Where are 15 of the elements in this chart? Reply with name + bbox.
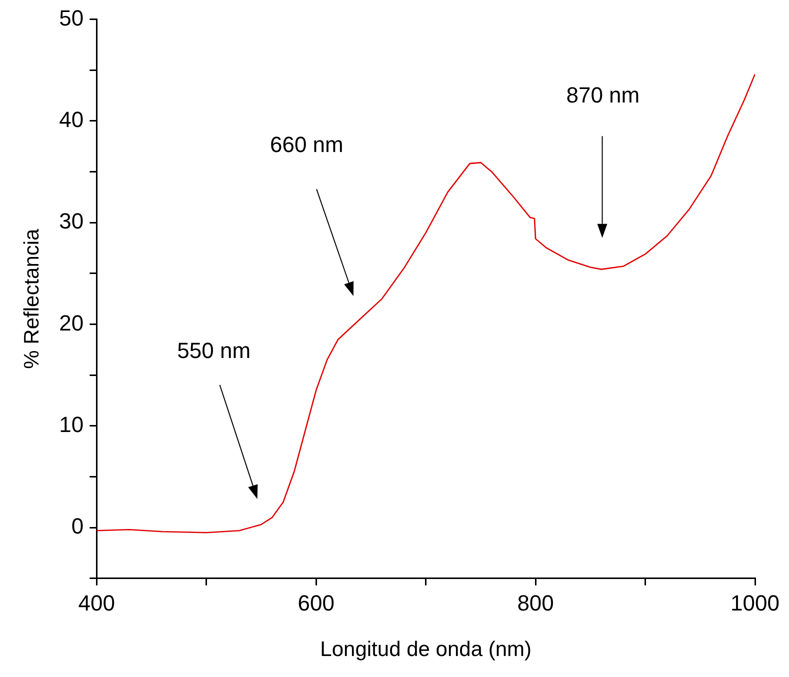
x-axis-title: Longitud de onda (nm) bbox=[320, 638, 532, 662]
y-axis-title: % Reflectancia bbox=[20, 228, 44, 369]
annotation: 550 nm bbox=[177, 338, 251, 363]
annotation: 660 nm bbox=[270, 132, 344, 158]
y-tick-label: 0 bbox=[71, 514, 84, 539]
annotation: 870 nm bbox=[566, 82, 640, 108]
x-tick-label: 600 bbox=[298, 590, 334, 616]
y-tick-label: 40 bbox=[59, 106, 84, 132]
x-tick-label: 800 bbox=[517, 590, 554, 616]
y-tick-label: 30 bbox=[59, 208, 84, 234]
y-tick-label: 10 bbox=[59, 412, 84, 437]
x-tick-label: 1000 bbox=[730, 590, 780, 616]
y-tick-label: 50 bbox=[59, 5, 84, 30]
x-tick-label: 400 bbox=[78, 590, 116, 616]
y-tick-label: 20 bbox=[59, 310, 84, 336]
